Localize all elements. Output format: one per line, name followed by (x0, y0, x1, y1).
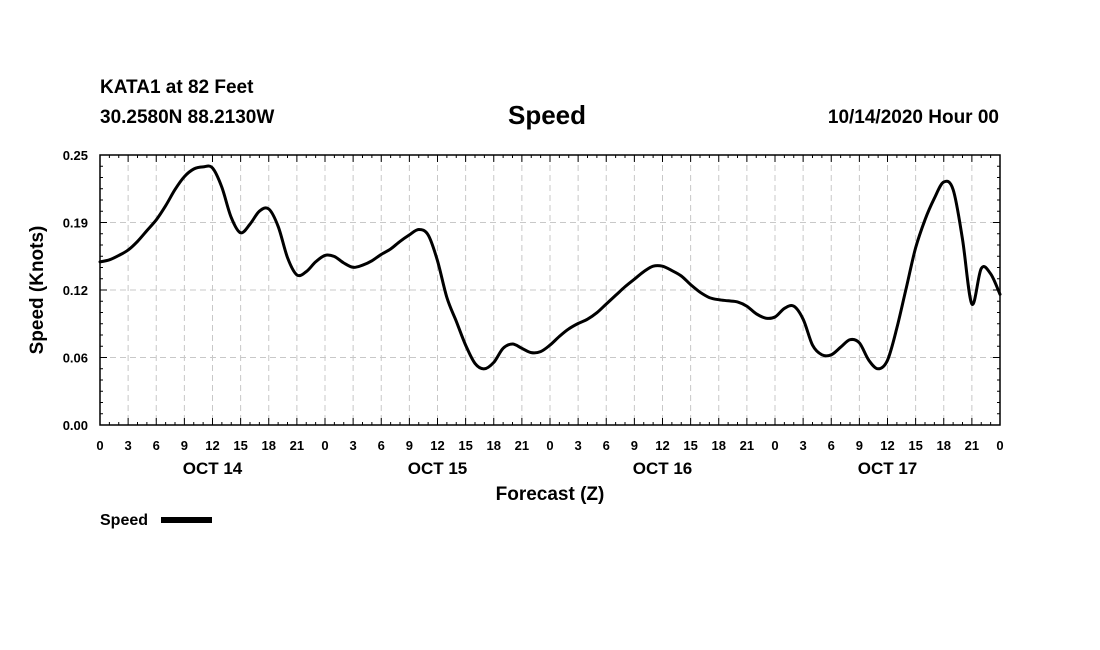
x-tick-label: 0 (96, 438, 103, 453)
y-tick-label: 0.12 (63, 283, 88, 298)
forecast-datetime: 10/14/2020 Hour 00 (827, 107, 999, 128)
day-labels: OCT 14 OCT 15 OCT 16 OCT 17 (183, 459, 918, 478)
x-tick-label: 0 (321, 438, 328, 453)
grid-layer (100, 155, 1000, 425)
x-tick-label: 21 (740, 438, 754, 453)
x-tick-labels: 0 3 6 9 12 15 18 21 0 3 6 9 12 15 18 21 0 3 6 9 12 15 18 21 0 3 6 9… (96, 438, 1003, 453)
x-tick-label: 3 (350, 438, 357, 453)
x-tick-label: 12 (205, 438, 219, 453)
day-label: OCT 15 (408, 459, 468, 478)
x-tick-label: 21 (965, 438, 979, 453)
x-tick-label: 15 (908, 438, 922, 453)
y-tick-label: 0.25 (63, 148, 88, 163)
x-tick-label: 12 (880, 438, 894, 453)
x-tick-label: 3 (800, 438, 807, 453)
coordinates-label: 30.2580N 88.2130W (100, 107, 275, 128)
x-tick-label: 18 (262, 438, 276, 453)
series-layer (98, 164, 1002, 371)
chart-title: Speed (508, 100, 587, 130)
x-tick-label: 0 (996, 438, 1003, 453)
x-tick-label: 6 (828, 438, 835, 453)
series-line-speed (98, 164, 1002, 371)
x-tick-label: 6 (153, 438, 160, 453)
day-label: OCT 16 (633, 459, 693, 478)
y-tick-label: 0.06 (63, 351, 88, 366)
y-tick-label: 0.19 (63, 216, 88, 231)
x-tick-label: 9 (181, 438, 188, 453)
legend-label: Speed (100, 512, 148, 529)
x-tick-label: 9 (406, 438, 413, 453)
day-label: OCT 17 (858, 459, 918, 478)
y-axis-title: Speed (Knots) (27, 226, 48, 355)
x-tick-label: 15 (683, 438, 697, 453)
x-tick-label: 9 (631, 438, 638, 453)
x-tick-label: 15 (233, 438, 247, 453)
y-tick-label: 0.00 (63, 418, 88, 433)
x-tick-label: 3 (575, 438, 582, 453)
x-tick-label: 21 (515, 438, 529, 453)
x-tick-label: 6 (603, 438, 610, 453)
x-tick-label: 18 (712, 438, 726, 453)
station-label: KATA1 at 82 Feet (100, 77, 254, 98)
day-label: OCT 14 (183, 459, 243, 478)
legend: Speed (100, 512, 212, 529)
x-tick-label: 0 (546, 438, 553, 453)
y-tick-labels: 0.00 0.06 0.12 0.19 0.25 (63, 148, 88, 433)
x-tick-label: 12 (430, 438, 444, 453)
plot-frame (99, 154, 1001, 426)
x-tick-label: 18 (487, 438, 501, 453)
x-axis-title: Forecast (Z) (496, 484, 605, 505)
x-tick-label: 6 (378, 438, 385, 453)
x-tick-label: 21 (290, 438, 304, 453)
x-tick-label: 9 (856, 438, 863, 453)
x-tick-label: 18 (937, 438, 951, 453)
x-tick-label: 3 (125, 438, 132, 453)
x-tick-label: 0 (771, 438, 778, 453)
x-tick-label: 12 (655, 438, 669, 453)
x-tick-label: 15 (458, 438, 472, 453)
